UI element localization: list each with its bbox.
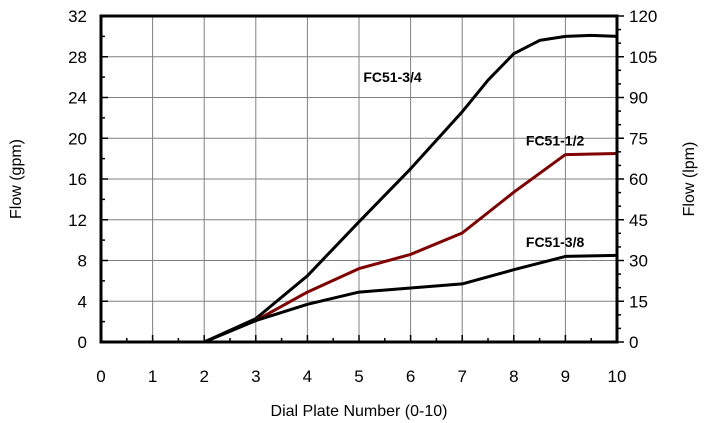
series-line-fc51-3-4 [151,33,619,344]
x-axis-title: Dial Plate Number (0-10) [271,403,448,420]
y-tick-label: 12 [68,211,87,230]
series-labels: FC51-3/4 FC51-1/2 FC51-3/8 [363,69,584,250]
y2-tick-label: 0 [629,333,638,352]
y-tick-label: 24 [68,89,87,108]
y2-tick-label: 90 [629,89,648,108]
series-label-fc51-3-8: FC51-3/8 [526,234,585,250]
y-tick-label: 4 [78,292,87,311]
y2-tick-label: 45 [629,211,648,230]
x-tick-label: 4 [303,367,312,386]
y2-tick-label: 15 [629,292,648,311]
tick-labels: 0 1 2 3 4 5 6 7 8 9 100481216202428320153045607590… [68,7,657,386]
x-tick-label: 10 [608,367,627,386]
y-tick-label: 0 [78,333,87,352]
series-label-fc51-3-4: FC51-3/4 [363,69,422,85]
x-tick-label: 8 [509,367,518,386]
y-tick-label: 20 [68,129,87,148]
x-tick-label: 0 [96,367,105,386]
x-tick-label: 2 [199,367,208,386]
y-tick-label: 16 [68,170,87,189]
y2-axis-title: Flow (lpm) [681,142,698,217]
x-tick-label: 1 [148,367,157,386]
y-axis-title: Flow (gpm) [8,139,25,219]
y-tick-label: 8 [78,252,87,271]
y2-tick-label: 105 [629,48,657,67]
x-tick-label: 5 [354,367,363,386]
y2-tick-label: 60 [629,170,648,189]
y2-tick-label: 75 [629,129,648,148]
x-tick-label: 6 [406,367,415,386]
series-line-fc51-3-8 [151,253,619,344]
series-label-fc51-1-2: FC51-1/2 [526,132,585,148]
y-tick-label: 32 [68,7,87,26]
y2-tick-label: 120 [629,7,657,26]
x-tick-label: 9 [561,367,570,386]
y2-tick-label: 30 [629,252,648,271]
tick-marks [100,15,624,343]
y-tick-label: 28 [68,48,87,67]
x-tick-label: 3 [251,367,260,386]
x-tick-label: 7 [457,367,466,386]
